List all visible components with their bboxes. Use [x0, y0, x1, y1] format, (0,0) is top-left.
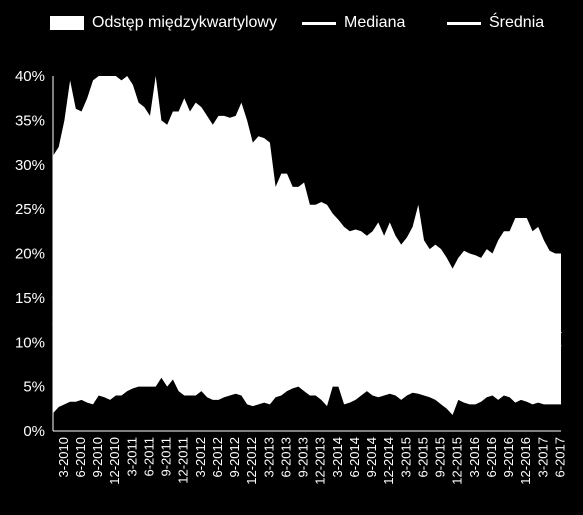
x-tick-label: 3-2016 — [467, 437, 482, 477]
median-line — [52, 291, 562, 355]
x-tick-label: 3-2017 — [535, 437, 550, 477]
y-tick-label: 30% — [15, 157, 45, 174]
legend: Odstęp międzykwartylowy Mediana Średnia — [0, 14, 583, 40]
x-tick-label: 6-2014 — [347, 437, 362, 477]
x-tick-label: 12-2015 — [450, 437, 465, 485]
x-tick-label: 12-2014 — [381, 437, 396, 485]
x-tick-label: 9-2014 — [364, 437, 379, 477]
x-tick-label: 9-2016 — [501, 437, 516, 477]
x-tick-label: 6-2010 — [73, 437, 88, 477]
x-tick-label: 6-2015 — [415, 437, 430, 477]
x-tick-label: 3-2013 — [261, 437, 276, 477]
x-tick-label: 6-2017 — [552, 437, 567, 477]
x-tick-label: 6-2012 — [210, 437, 225, 477]
y-tick-label: 25% — [15, 201, 45, 218]
x-tick-label: 6-2013 — [278, 437, 293, 477]
x-tick-label: 12-2013 — [313, 437, 328, 485]
y-tick-label: 40% — [15, 68, 45, 85]
y-tick-label: 10% — [15, 334, 45, 351]
axes — [52, 76, 561, 432]
x-tick-label: 3-2011 — [124, 437, 139, 477]
legend-item-mean: Średnia — [447, 14, 544, 32]
legend-swatch-mean — [447, 21, 481, 25]
legend-item-median: Mediana — [302, 14, 405, 32]
x-tick-label: 3-2015 — [398, 437, 413, 477]
mean-line — [52, 256, 562, 335]
y-tick-label: 5% — [23, 379, 45, 396]
x-tick-label: 12-2010 — [107, 437, 122, 485]
x-tick-labels: 3-2010 6-2010 9-2010 12-2010 3-2011 6-2011 9-2… — [56, 437, 568, 485]
x-tick-label: 9-2012 — [227, 437, 242, 477]
y-tick-label: 0% — [23, 423, 45, 440]
x-tick-label: 6-2011 — [141, 437, 156, 477]
x-tick-label: 3-2014 — [330, 437, 345, 477]
legend-item-interquartile: Odstęp międzykwartylowy — [50, 14, 277, 32]
legend-swatch-band — [50, 16, 84, 30]
x-tick-label: 9-2010 — [90, 437, 105, 477]
line-series-layer — [52, 256, 562, 355]
y-tick-label: 15% — [15, 290, 45, 307]
legend-label-mean: Średnia — [489, 14, 545, 31]
y-tick-labels: 0% 5% 10% 15% 20% 25% 30% 35% 40% — [15, 68, 45, 440]
interquartile-band-layer — [53, 76, 561, 415]
y-tick-label: 20% — [15, 246, 45, 263]
x-tick-label: 9-2011 — [159, 437, 174, 477]
interquartile-band — [53, 76, 561, 415]
x-tick-label: 6-2016 — [484, 437, 499, 477]
x-tick-label: 12-2011 — [176, 437, 191, 484]
x-tick-label: 12-2012 — [244, 437, 259, 485]
legend-swatch-median — [302, 21, 336, 25]
x-tick-label: 3-2012 — [193, 437, 208, 477]
y-tick-label: 35% — [15, 112, 45, 129]
x-tick-label: 9-2015 — [433, 437, 448, 477]
x-tick-label: 9-2013 — [296, 437, 311, 477]
legend-label-interquartile: Odstęp międzykwartylowy — [92, 14, 277, 31]
x-tick-label: 12-2016 — [518, 437, 533, 485]
legend-label-median: Mediana — [344, 14, 406, 31]
x-tick-label: 3-2010 — [56, 437, 71, 477]
